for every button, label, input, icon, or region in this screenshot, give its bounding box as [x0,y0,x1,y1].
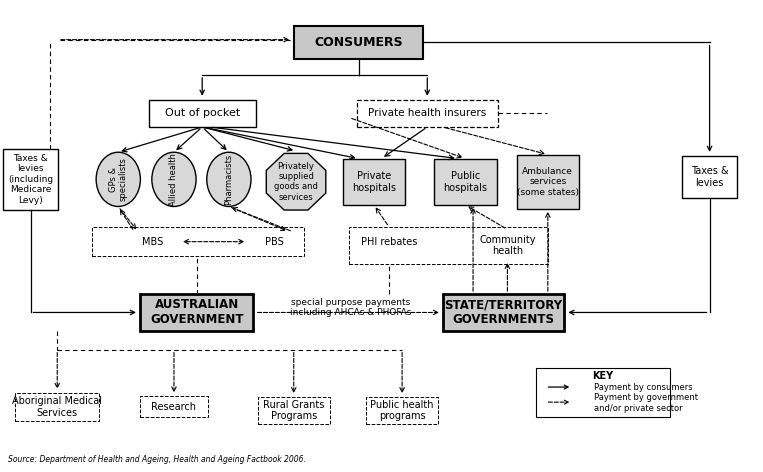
Bar [536,368,670,417]
Text: MBS: MBS [142,236,163,247]
Polygon shape [266,153,326,210]
Bar [355,232,423,252]
Text: Public
hospitals: Public hospitals [443,171,488,193]
Ellipse shape [207,152,251,207]
Text: Payment by consumers: Payment by consumers [594,382,692,392]
Ellipse shape [152,152,196,207]
Bar [140,396,208,417]
Text: Rural Grants
Programs: Rural Grants Programs [263,400,324,421]
Bar [682,156,737,198]
Text: Source: Department of Health and Ageing, Health and Ageing Factbook 2006.: Source: Department of Health and Ageing,… [8,455,305,464]
Text: special purpose payments
including AHCAs & PHOFAs: special purpose payments including AHCAs… [289,298,411,318]
Bar [294,26,423,59]
Text: CONSUMERS: CONSUMERS [314,36,403,49]
Bar [366,397,439,424]
Bar [3,149,58,210]
Text: Ambulance
services
(some states): Ambulance services (some states) [517,167,579,197]
Text: Taxes &
levies: Taxes & levies [691,166,729,188]
Bar [15,393,99,421]
Text: GPs &
specialists: GPs & specialists [108,158,128,201]
Text: Aboriginal Medical
Services: Aboriginal Medical Services [12,396,102,418]
Text: Research: Research [152,402,196,412]
Bar [349,227,548,264]
Bar [357,100,498,127]
Bar [434,159,497,205]
Text: Pharmacists: Pharmacists [224,154,233,205]
Text: Taxes &
levies
(including
Medicare
Levy): Taxes & levies (including Medicare Levy) [8,154,53,205]
Text: PBS: PBS [266,236,284,247]
Text: Private
hospitals: Private hospitals [352,171,396,193]
Text: Public health
programs: Public health programs [370,400,434,421]
Text: KEY: KEY [592,371,613,381]
Text: Out of pocket: Out of pocket [165,108,240,118]
Ellipse shape [96,152,140,207]
Text: AUSTRALIAN
GOVERNMENT: AUSTRALIAN GOVERNMENT [150,298,243,327]
Bar [249,232,301,252]
Bar [257,397,330,424]
Text: PHI rebates: PHI rebates [361,236,417,247]
Text: Private health insurers: Private health insurers [369,108,486,118]
Bar [343,159,405,205]
Bar [443,294,564,331]
Bar [92,227,304,256]
Text: Community
health: Community health [479,235,536,256]
Text: STATE/TERRITORY
GOVERNMENTS: STATE/TERRITORY GOVERNMENTS [445,298,562,327]
Text: Privately
supplied
goods and
services: Privately supplied goods and services [274,161,318,202]
Text: Allied health: Allied health [169,153,179,206]
Bar [149,100,256,127]
Bar [140,294,253,331]
Text: Payment by government
and/or private sector: Payment by government and/or private sec… [594,393,697,413]
Bar [127,232,179,252]
Bar [517,155,579,209]
Bar [473,232,542,259]
